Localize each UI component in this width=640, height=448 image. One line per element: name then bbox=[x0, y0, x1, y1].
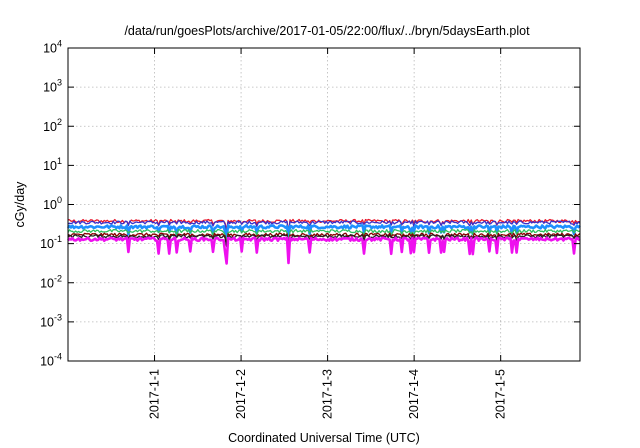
y-tick-label: 103 bbox=[43, 78, 62, 95]
x-tick-label: 2017-1-2 bbox=[234, 369, 248, 419]
series-line-6 bbox=[67, 236, 581, 265]
y-tick-label: 100 bbox=[43, 195, 62, 212]
x-axis-label: Coordinated Universal Time (UTC) bbox=[228, 431, 420, 445]
y-tick-label: 10-2 bbox=[40, 273, 62, 290]
y-tick-label: 102 bbox=[43, 117, 62, 134]
y-tick-label: 101 bbox=[43, 156, 62, 173]
y-axis: 10-4 10-3 10-2 10-1 100 101 102 103 104 bbox=[40, 39, 580, 369]
y-tick-label: 10-4 bbox=[40, 352, 62, 369]
y-tick-label: 104 bbox=[43, 39, 62, 56]
x-axis: 2017-1-1 2017-1-2 2017-1-3 2017-1-4 2017-1-5 bbox=[148, 48, 508, 419]
x-tick-label: 2017-1-4 bbox=[407, 369, 421, 419]
series-line-1 bbox=[67, 220, 581, 235]
x-tick-label: 2017-1-1 bbox=[148, 369, 162, 419]
grid bbox=[68, 48, 580, 361]
y-axis-label: cGy/day bbox=[13, 181, 27, 228]
x-tick-label: 2017-1-5 bbox=[494, 369, 508, 419]
series-line-3 bbox=[67, 228, 581, 244]
series-line-2 bbox=[66, 224, 581, 239]
y-tick-label: 10-1 bbox=[40, 234, 62, 251]
series-group bbox=[66, 218, 581, 265]
x-tick-label: 2017-1-3 bbox=[321, 369, 335, 419]
chart-title: /data/run/goesPlots/archive/2017-01-05/2… bbox=[124, 24, 530, 38]
y-tick-label: 10-3 bbox=[40, 312, 62, 329]
